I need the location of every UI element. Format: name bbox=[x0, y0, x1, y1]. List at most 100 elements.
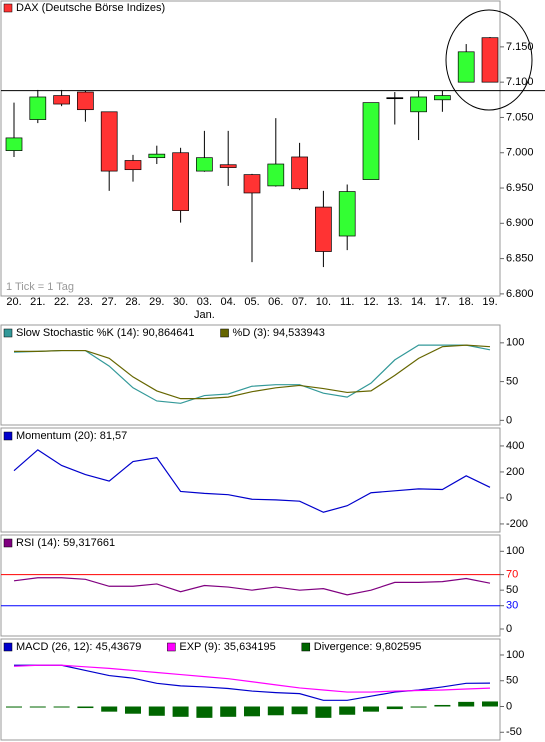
y-tick-label: -50 bbox=[506, 726, 522, 738]
legend-swatch bbox=[220, 328, 229, 338]
note: 1 Tick = 1 Tag bbox=[6, 281, 74, 293]
x-tick-label: 11. bbox=[340, 296, 354, 308]
y-tick-label: 200 bbox=[506, 466, 524, 478]
x-tick-label: 18. bbox=[459, 296, 474, 308]
series-line bbox=[13, 664, 491, 693]
x-tick-label: 20. bbox=[6, 296, 21, 308]
legend-label: EXP (9): 35,634195 bbox=[179, 641, 275, 653]
y-tick-label: 0 bbox=[506, 623, 512, 635]
y-tick-label: 70 bbox=[506, 569, 518, 581]
x-tick-label: 05. bbox=[244, 296, 259, 308]
y-tick-label: 50 bbox=[506, 375, 518, 387]
divergence-bar bbox=[6, 706, 22, 708]
divergence-bar bbox=[386, 706, 403, 710]
divergence-bar bbox=[315, 706, 332, 718]
x-tick-label: 23. bbox=[78, 296, 93, 308]
x-tick-label: 22. bbox=[54, 296, 69, 308]
candle-body bbox=[243, 174, 261, 194]
y-tick-label: 6.900 bbox=[506, 217, 534, 229]
legend-swatch bbox=[167, 642, 176, 652]
y-tick-label: 7.150 bbox=[506, 41, 534, 53]
y-tick-label: 0 bbox=[506, 414, 512, 426]
x-tick-label: 29. bbox=[149, 296, 164, 308]
divergence-bar bbox=[101, 706, 118, 712]
x-month-label: Jan. bbox=[194, 309, 215, 321]
divergence-bar bbox=[458, 701, 475, 707]
candle-body bbox=[29, 96, 47, 120]
x-tick-label: 21. bbox=[30, 296, 45, 308]
candle-body bbox=[481, 37, 499, 83]
series-line bbox=[14, 344, 491, 400]
y-tick-label: -200 bbox=[506, 518, 528, 530]
x-tick-label: 17. bbox=[435, 296, 450, 308]
divergence-bar bbox=[220, 706, 237, 717]
legend-label: %D (3): 94,533943 bbox=[233, 327, 325, 339]
divergence-bar bbox=[339, 706, 356, 715]
y-tick-label: 100 bbox=[506, 545, 524, 557]
candle-body bbox=[457, 51, 475, 83]
divergence-bar bbox=[410, 706, 427, 708]
panel-frame bbox=[0, 534, 501, 637]
y-tick-label: 6.800 bbox=[506, 288, 534, 300]
panel-frame bbox=[0, 638, 501, 741]
candle-body bbox=[172, 152, 189, 211]
divergence-bar bbox=[125, 706, 141, 714]
divergence-bar bbox=[244, 706, 260, 717]
y-tick-label: 50 bbox=[506, 675, 518, 687]
x-tick-label: 03. bbox=[197, 296, 212, 308]
x-tick-label: 06. bbox=[268, 296, 283, 308]
divergence-bar bbox=[29, 706, 46, 708]
y-tick-label: 50 bbox=[506, 584, 518, 596]
divergence-bar bbox=[53, 706, 70, 708]
y-tick-label: 6.950 bbox=[506, 182, 534, 194]
y-tick-label: 0 bbox=[506, 492, 512, 504]
panel-frame bbox=[0, 324, 501, 426]
candle-body bbox=[267, 163, 285, 187]
series-line bbox=[13, 577, 491, 596]
x-tick-label: 14. bbox=[411, 296, 426, 308]
x-tick-label: 10. bbox=[316, 296, 331, 308]
candle-body bbox=[315, 206, 332, 252]
divergence-bar bbox=[482, 701, 498, 707]
legend-swatch bbox=[3, 538, 13, 548]
candle-body bbox=[219, 164, 237, 168]
divergence-bar bbox=[196, 706, 213, 718]
series-line bbox=[13, 344, 491, 404]
y-tick-label: 30 bbox=[506, 600, 518, 612]
divergence-bar bbox=[363, 706, 379, 712]
legend-label: DAX (Deutsche Börse Indizes) bbox=[16, 2, 165, 14]
candle-body bbox=[196, 157, 213, 172]
series-line bbox=[13, 449, 491, 513]
candle-body bbox=[124, 160, 142, 171]
candle-body bbox=[410, 96, 427, 113]
x-tick-label: 07. bbox=[292, 296, 307, 308]
y-tick-label: 400 bbox=[506, 440, 524, 452]
candle-body bbox=[53, 95, 70, 105]
y-tick-label: 100 bbox=[506, 337, 524, 349]
y-tick-label: 100 bbox=[506, 649, 524, 661]
x-tick-label: 28. bbox=[125, 296, 140, 308]
candle-body bbox=[77, 91, 94, 111]
divergence-bar bbox=[434, 704, 451, 707]
divergence-bar bbox=[267, 706, 284, 716]
y-tick-label: 0 bbox=[506, 700, 512, 712]
candle-body bbox=[434, 95, 451, 101]
legend-swatch bbox=[3, 431, 13, 441]
highlight-ellipse bbox=[445, 9, 533, 111]
candle-body bbox=[291, 156, 308, 190]
divergence-bar bbox=[291, 706, 308, 715]
x-tick-label: 27. bbox=[102, 296, 117, 308]
panel-frame bbox=[0, 427, 501, 533]
legend-swatch bbox=[3, 3, 13, 13]
divergence-bar bbox=[148, 706, 165, 716]
x-tick-label: 30. bbox=[173, 296, 188, 308]
legend-swatch bbox=[3, 328, 13, 338]
legend-label: RSI (14): 59,317661 bbox=[16, 537, 115, 549]
divergence-bar bbox=[172, 706, 189, 717]
x-tick-label: 04. bbox=[221, 296, 236, 308]
legend-label: MACD (26, 12): 45,43679 bbox=[16, 641, 141, 653]
candle-body bbox=[5, 137, 23, 151]
candle-body bbox=[386, 97, 404, 100]
legend-swatch bbox=[301, 642, 311, 652]
